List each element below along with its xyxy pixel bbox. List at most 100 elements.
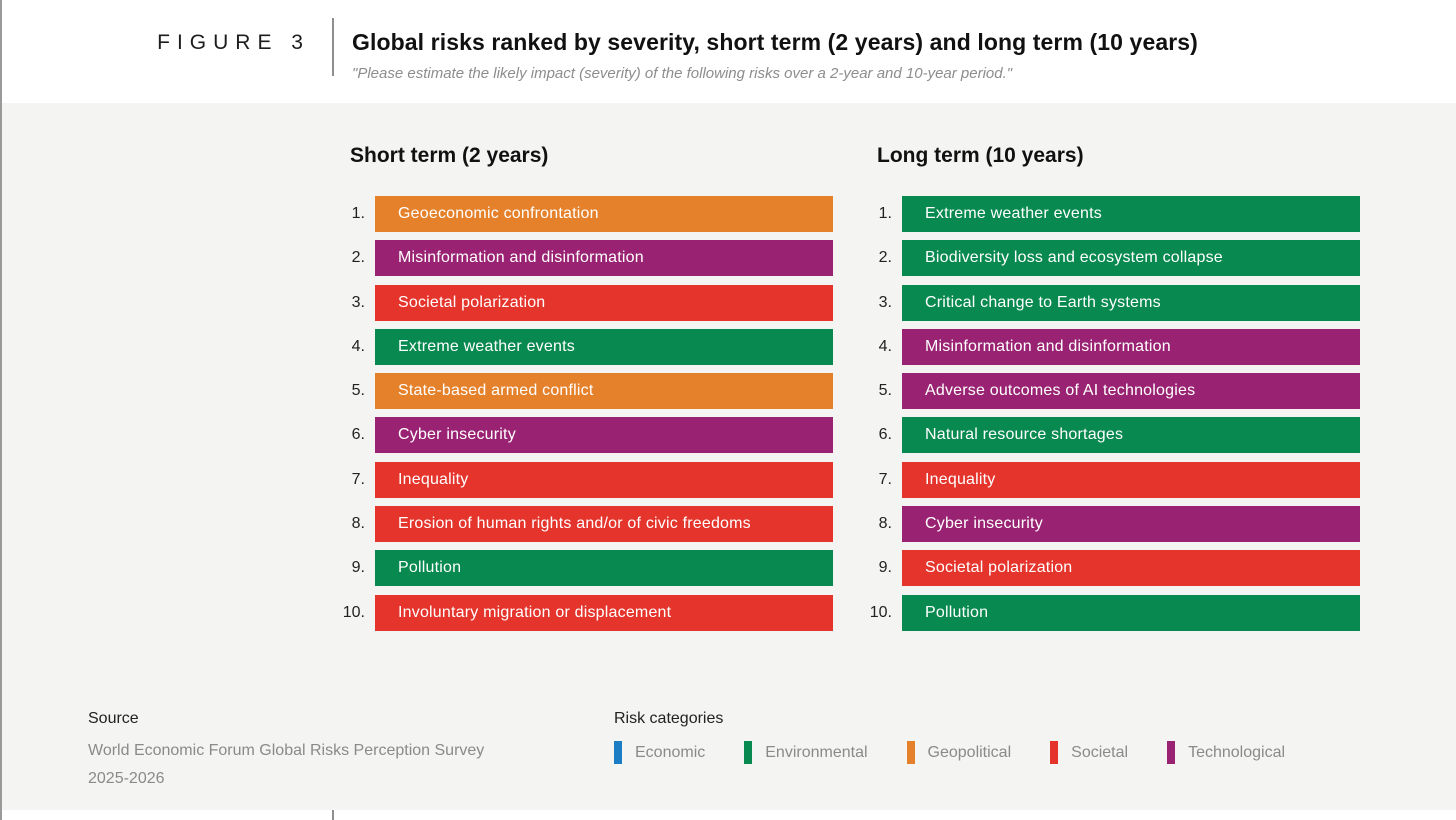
risk-rank: 4. xyxy=(878,337,892,355)
risk-bar: Erosion of human rights and/or of civic … xyxy=(375,506,833,543)
legend-item-label: Technological xyxy=(1188,743,1286,761)
risk-bar: Inequality xyxy=(902,461,1360,498)
risk-row: 9. Societal polarization xyxy=(845,550,1370,587)
risk-rank: 7. xyxy=(351,470,365,488)
risk-bar: Cyber insecurity xyxy=(902,506,1360,543)
risk-row: 5. Adverse outcomes of AI technologies xyxy=(845,373,1370,410)
risk-rank: 7. xyxy=(878,470,892,488)
legend-item-environmental: Environmental xyxy=(744,741,868,764)
risk-bar: Misinformation and disinformation xyxy=(375,240,833,277)
risk-row: 9. Pollution xyxy=(318,550,843,587)
risk-bar-label: Biodiversity loss and ecosystem collapse xyxy=(925,249,1223,267)
legend-swatch-societal xyxy=(1050,741,1059,764)
legend-items: Economic Environmental Geopolitical Societa… xyxy=(614,741,1404,764)
risk-bar: Geoeconomic confrontation xyxy=(375,196,833,232)
source-line-2: 2025-2026 xyxy=(88,770,165,787)
risk-bar: Extreme weather events xyxy=(902,196,1360,232)
figure-label: FIGURE 3 xyxy=(157,31,310,54)
legend-swatch-technological xyxy=(1167,741,1176,764)
risk-row: 10. Involuntary migration or displacement xyxy=(318,594,843,631)
risk-bar-label: Inequality xyxy=(398,470,469,488)
risk-bar-label: Involuntary migration or displacement xyxy=(398,603,672,621)
legend-item-label: Geopolitical xyxy=(927,743,1012,761)
risk-rank: 6. xyxy=(878,426,892,444)
column-heading-long-term: Long term (10 years) xyxy=(877,144,1084,167)
risk-bar-label: Inequality xyxy=(925,470,996,488)
risk-bar: Involuntary migration or displacement xyxy=(375,594,833,631)
risk-bar: Societal polarization xyxy=(902,550,1360,587)
risk-rank: 2. xyxy=(878,249,892,267)
risk-rank: 9. xyxy=(351,559,365,577)
risk-rank: 10. xyxy=(342,603,365,621)
risk-rank: 3. xyxy=(351,293,365,311)
risk-rank: 8. xyxy=(878,515,892,533)
bottom-divider-line xyxy=(332,810,334,820)
risk-bar-label: Natural resource shortages xyxy=(925,426,1124,444)
legend-swatch-environmental xyxy=(744,741,753,764)
risk-row: 6. Natural resource shortages xyxy=(845,417,1370,454)
risk-row: 2. Biodiversity loss and ecosystem collap… xyxy=(845,240,1370,277)
legend-item-label: Societal xyxy=(1071,743,1129,761)
chart-area: Short term (2 years) Long term (10 years… xyxy=(0,103,1456,810)
ranking-list-long-term: 1. Extreme weather events 2. Biodiversity l… xyxy=(845,196,1370,639)
risk-bar-label: Geoeconomic confrontation xyxy=(398,205,599,222)
legend-item-label: Environmental xyxy=(765,743,868,761)
risk-rank: 5. xyxy=(351,382,365,400)
risk-bar-label: Societal polarization xyxy=(925,559,1073,577)
risk-rank: 8. xyxy=(351,515,365,533)
risk-rank: 1. xyxy=(351,205,365,222)
risk-bar-label: State-based armed conflict xyxy=(398,382,594,400)
legend-swatch-economic xyxy=(614,741,622,764)
legend-item-geopolitical: Geopolitical xyxy=(906,741,1012,764)
risk-row: 5. State-based armed conflict xyxy=(318,373,843,410)
risk-rank: 2. xyxy=(351,249,365,267)
header-divider-line xyxy=(332,18,334,76)
risk-bar-label: Misinformation and disinformation xyxy=(925,337,1171,355)
risk-bar: Inequality xyxy=(375,461,833,498)
risk-row: 7. Inequality xyxy=(845,461,1370,498)
risk-bar-label: Societal polarization xyxy=(398,293,546,311)
risk-bar: Cyber insecurity xyxy=(375,417,833,454)
legend-item-technological: Technological xyxy=(1167,741,1285,764)
source-heading: Source xyxy=(88,710,139,727)
risk-row: 10. Pollution xyxy=(845,594,1370,631)
risk-rank: 6. xyxy=(351,426,365,444)
risk-row: 1. Geoeconomic confrontation xyxy=(318,196,843,232)
risk-bar-label: Pollution xyxy=(398,559,462,577)
risk-bar-label: Adverse outcomes of AI technologies xyxy=(925,382,1196,400)
risk-bar: Critical change to Earth systems xyxy=(902,284,1360,321)
risk-bar: Misinformation and disinformation xyxy=(902,328,1360,365)
source-block: Source World Economic Forum Global Risks… xyxy=(88,710,588,793)
risk-rank: 3. xyxy=(878,293,892,311)
risk-bar-label: Pollution xyxy=(925,603,989,621)
legend-item-label: Economic xyxy=(635,743,706,761)
risk-rank: 4. xyxy=(351,337,365,355)
risk-bar-label: Misinformation and disinformation xyxy=(398,249,644,267)
risk-bar-label: Extreme weather events xyxy=(398,337,575,355)
risk-row: 6. Cyber insecurity xyxy=(318,417,843,454)
figure-titles: Global risks ranked by severity, short t… xyxy=(352,29,1432,82)
risk-row: 8. Cyber insecurity xyxy=(845,506,1370,543)
column-heading-short-term: Short term (2 years) xyxy=(350,144,549,167)
risk-bar-label: Cyber insecurity xyxy=(925,515,1043,533)
risk-bar: Natural resource shortages xyxy=(902,417,1360,454)
risk-bar: Adverse outcomes of AI technologies xyxy=(902,373,1360,410)
risk-rank: 5. xyxy=(878,382,892,400)
figure-subtitle: "Please estimate the likely impact (seve… xyxy=(352,65,1013,82)
risk-row: 1. Extreme weather events xyxy=(845,196,1370,232)
risk-bar-label: Extreme weather events xyxy=(925,205,1102,222)
bottom-strip xyxy=(0,810,1456,820)
legend-heading: Risk categories xyxy=(614,710,724,727)
risk-row: 3. Critical change to Earth systems xyxy=(845,284,1370,321)
figure-title: Global risks ranked by severity, short t… xyxy=(352,29,1198,55)
risk-bar-label: Critical change to Earth systems xyxy=(925,293,1161,311)
risk-categories-legend: Risk categories Economic Environmental Geo… xyxy=(614,710,1404,764)
risk-row: 4. Misinformation and disinformation xyxy=(845,328,1370,365)
risk-row: 4. Extreme weather events xyxy=(318,328,843,365)
figure-header: FIGURE 3 Global risks ranked by severity… xyxy=(0,0,1456,103)
risk-row: 8. Erosion of human rights and/or of civi… xyxy=(318,506,843,543)
risk-row: 3. Societal polarization xyxy=(318,284,843,321)
risk-bar: Societal polarization xyxy=(375,284,833,321)
legend-item-economic: Economic xyxy=(614,741,705,764)
